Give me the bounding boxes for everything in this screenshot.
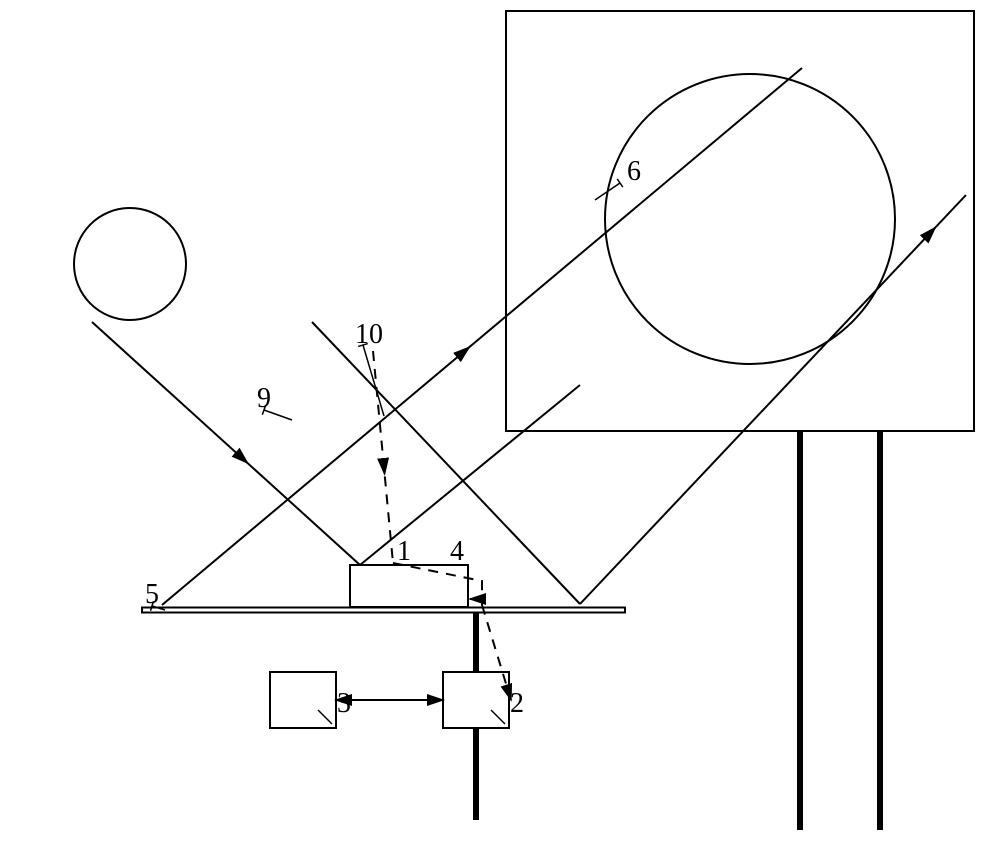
sensor-block [350, 565, 468, 607]
schematic-diagram: 1 2 3 4 5 6 9 10 [0, 0, 1000, 845]
label-10: 10 [355, 319, 383, 350]
label-4: 4 [450, 536, 464, 567]
label-9: 9 [257, 383, 271, 414]
label-1: 1 [397, 536, 411, 567]
module-box [270, 672, 336, 728]
label-5: 5 [145, 579, 159, 610]
controller-box [443, 672, 509, 728]
label-2: 2 [510, 688, 524, 719]
label-3: 3 [337, 688, 351, 719]
label-6: 6 [627, 156, 641, 187]
